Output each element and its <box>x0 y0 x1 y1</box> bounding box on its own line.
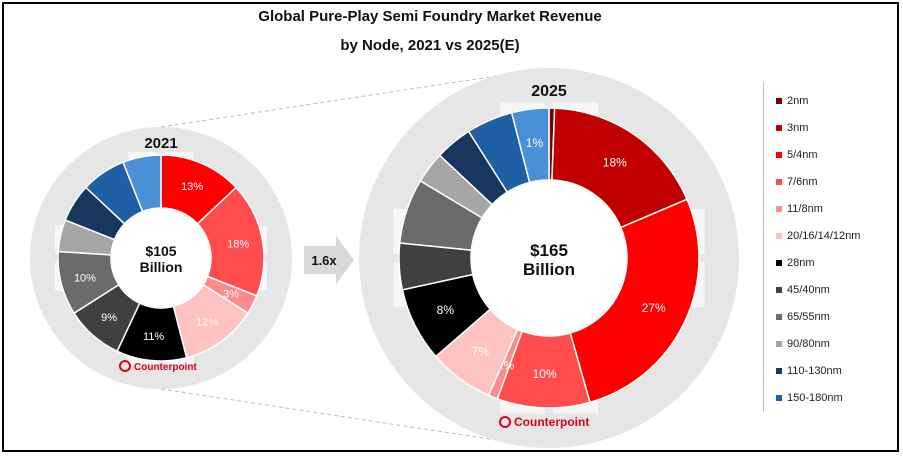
donut-hole-0 <box>112 209 210 307</box>
legend: 2nm 3nm 5/4nm 7/6nm 11/8nm 20/16/14/12nm 28nm 4… <box>763 82 890 412</box>
year-label-1: 2025 <box>531 83 567 100</box>
center-unit-0: Billion <box>140 259 183 275</box>
chart-title: Global Pure-Play Semi Foundry Market Rev… <box>258 8 602 25</box>
legend-label: 20/16/14/12nm <box>787 230 861 242</box>
legend-label: 150-180nm <box>787 392 843 404</box>
slice-label-1-3: 10% <box>533 367 557 381</box>
legend-item: 5/4nm <box>776 148 818 162</box>
legend-swatch <box>776 368 782 374</box>
legend-item: 65/55nm <box>776 310 830 324</box>
donut-slice-1-12 <box>510 107 550 184</box>
slice-label-0-2: 3% <box>223 289 239 301</box>
legend-item: 45/40nm <box>776 283 830 297</box>
year-label-0: 2021 <box>144 135 177 152</box>
slice-label-1-12: 1% <box>526 136 544 150</box>
growth-label: 1.6x <box>311 253 337 268</box>
slice-label-0-4: 11% <box>143 331 164 343</box>
slice-label-1-2: 27% <box>642 301 666 315</box>
center-value-0: $105 <box>145 243 176 259</box>
legend-swatch <box>776 98 782 104</box>
legend-swatch <box>776 341 782 347</box>
legend-label: 11/8nm <box>787 203 823 215</box>
legend-item: 90/80nm <box>776 337 830 351</box>
donut-slice-0-10 <box>122 154 162 213</box>
brand-logo-icon-1 <box>499 416 511 428</box>
connector-line-top <box>160 67 550 128</box>
legend-item: 11/8nm <box>776 202 823 216</box>
legend-swatch <box>776 287 782 293</box>
legend-label: 90/80nm <box>787 338 830 350</box>
legend-label: 5/4nm <box>787 149 818 161</box>
legend-label: 2nm <box>787 95 809 107</box>
legend-label: 110-130nm <box>787 365 842 377</box>
legend-swatch <box>776 314 782 320</box>
growth-arrow-icon <box>304 236 354 284</box>
legend-swatch <box>776 395 782 401</box>
donut-hole-1 <box>472 181 626 335</box>
legend-label: 28nm <box>787 257 815 269</box>
slice-label-1-6: 8% <box>437 303 455 317</box>
chart-subtitle: by Node, 2021 vs 2025(E) <box>340 37 520 54</box>
legend-item: 20/16/14/12nm <box>776 229 860 243</box>
legend-label: 3nm <box>787 122 809 134</box>
slice-label-0-6: 10% <box>74 273 96 285</box>
legend-swatch <box>776 260 782 266</box>
legend-item: 28nm <box>776 256 815 270</box>
legend-swatch <box>776 152 782 158</box>
legend-swatch <box>776 233 782 239</box>
legend-label: 65/55nm <box>787 311 830 323</box>
legend-label: 7/6nm <box>787 176 818 188</box>
slice-label-0-3: 12% <box>196 317 218 329</box>
center-unit-1: Billion <box>523 260 575 279</box>
donut-slice-1-1 <box>551 107 689 229</box>
slice-label-0-5: 9% <box>101 312 117 324</box>
legend-item: 2nm <box>776 94 808 108</box>
legend-item: 3nm <box>776 121 808 135</box>
legend-item: 110-130nm <box>776 364 842 378</box>
legend-item: 7/6nm <box>776 175 818 189</box>
brand-text-1: Counterpoint <box>514 415 589 429</box>
donut-slice-1-2 <box>569 198 700 404</box>
brand-text-0: Counterpoint <box>134 362 197 373</box>
slice-label-1-5: 7% <box>472 344 490 358</box>
slice-label-0-1: 18% <box>227 238 249 250</box>
slice-label-1-1: 18% <box>603 155 627 169</box>
legend-swatch <box>776 179 782 185</box>
connector-line-bottom <box>160 388 550 449</box>
center-value-1: $165 <box>530 241 568 260</box>
slice-label-0-0: 13% <box>181 181 203 193</box>
legend-item: 150-180nm <box>776 391 843 405</box>
legend-swatch <box>776 125 782 131</box>
legend-swatch <box>776 206 782 212</box>
legend-label: 45/40nm <box>787 284 830 296</box>
brand-logo-icon-0 <box>119 360 131 372</box>
